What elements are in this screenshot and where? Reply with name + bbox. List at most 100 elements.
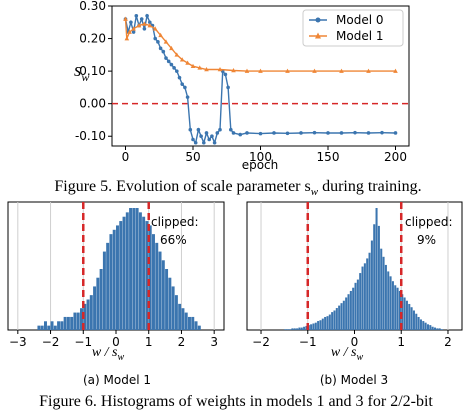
histogram-bar bbox=[122, 216, 126, 330]
histogram-b-ticks: −2 −1 0 1 2 bbox=[252, 330, 452, 349]
histogram-bar bbox=[347, 294, 350, 330]
histogram-bar bbox=[361, 266, 364, 330]
histogram-bar bbox=[80, 308, 83, 330]
histogram-bar bbox=[89, 295, 93, 330]
histogram-bar bbox=[389, 276, 392, 330]
x-tick-label: 0 bbox=[122, 150, 130, 164]
histogram-bar bbox=[440, 329, 444, 330]
histogram-bar bbox=[168, 277, 172, 330]
data-point bbox=[197, 65, 203, 70]
histogram-bar bbox=[326, 316, 329, 330]
y-tick-label: -0.10 bbox=[75, 129, 106, 143]
histogram-bar bbox=[321, 318, 324, 330]
histogram-bar bbox=[57, 321, 61, 330]
data-point bbox=[210, 134, 214, 139]
histogram-bar bbox=[119, 221, 123, 330]
x-tick-label: 2 bbox=[178, 335, 186, 349]
histogram-bar bbox=[419, 319, 422, 330]
histogram-bar bbox=[116, 225, 119, 330]
data-point bbox=[163, 39, 169, 44]
data-point bbox=[169, 62, 174, 67]
histogram-bar bbox=[422, 321, 425, 330]
histogram-bar bbox=[331, 312, 334, 330]
histogram-b-xlabel: w / sw bbox=[331, 345, 364, 363]
histogram-bar bbox=[106, 242, 110, 330]
data-point bbox=[183, 85, 187, 90]
histogram-bar bbox=[142, 216, 146, 330]
data-point bbox=[326, 131, 330, 135]
histogram-bar bbox=[135, 208, 139, 330]
data-point bbox=[223, 72, 228, 77]
histogram-bar bbox=[317, 321, 320, 330]
x-tick-label: 0 bbox=[351, 335, 359, 349]
data-point bbox=[193, 140, 198, 145]
histogram-bar bbox=[191, 316, 195, 330]
panel-a-label: (a) Model 1 bbox=[83, 373, 151, 387]
histogram-bar bbox=[436, 328, 439, 330]
data-point bbox=[169, 45, 174, 51]
y-tick-label: 0.20 bbox=[79, 32, 106, 46]
data-point bbox=[366, 68, 371, 73]
histogram-bar bbox=[426, 324, 429, 330]
data-point bbox=[380, 130, 384, 135]
histogram-bar bbox=[197, 325, 201, 330]
histogram-bar bbox=[129, 208, 133, 330]
data-point bbox=[207, 137, 211, 142]
data-point bbox=[124, 36, 130, 41]
histogram-bar bbox=[138, 212, 142, 330]
histogram-bar bbox=[391, 281, 394, 330]
data-point bbox=[188, 127, 193, 132]
histogram-bar bbox=[158, 251, 162, 330]
data-point bbox=[153, 36, 157, 41]
histogram-bar bbox=[368, 252, 371, 330]
histogram-bar bbox=[433, 327, 436, 330]
data-point bbox=[212, 140, 217, 145]
histogram-bar bbox=[93, 286, 97, 330]
histogram-bar bbox=[377, 225, 380, 330]
x-tick-label: 50 bbox=[185, 150, 200, 164]
histogram-bar bbox=[300, 327, 303, 330]
legend-label-model0: Model 0 bbox=[336, 13, 383, 27]
data-point bbox=[353, 130, 357, 135]
histogram-bar bbox=[319, 320, 322, 330]
histogram-bar bbox=[412, 310, 415, 330]
histogram-bar bbox=[312, 323, 315, 330]
series-layer bbox=[123, 13, 398, 145]
data-point bbox=[204, 66, 209, 72]
histogram-bar bbox=[99, 269, 103, 330]
axis-ticks: 0 50 100 150 200 0.30 0.20 0.10 0.00 -0.10 bbox=[75, 0, 407, 164]
histogram-bar bbox=[70, 316, 74, 330]
data-point bbox=[185, 95, 190, 99]
data-point bbox=[199, 134, 203, 139]
histogram-bar bbox=[86, 299, 90, 330]
data-point bbox=[299, 131, 303, 135]
histogram-bar bbox=[403, 297, 406, 330]
histogram-bar bbox=[60, 321, 64, 330]
x-tick-label: 100 bbox=[249, 150, 272, 164]
data-point bbox=[366, 131, 371, 135]
histogram-bar bbox=[387, 271, 390, 330]
histogram-bar bbox=[63, 316, 67, 330]
data-point bbox=[161, 49, 166, 54]
histogram-bar bbox=[373, 224, 376, 330]
legend: Model 0 Model 1 bbox=[302, 9, 404, 47]
data-point bbox=[339, 68, 344, 73]
data-point bbox=[191, 137, 195, 142]
data-point bbox=[215, 131, 220, 135]
histogram-bar bbox=[366, 258, 369, 330]
histogram-b-annotation-line1: clipped: bbox=[405, 215, 453, 229]
x-tick-label: 0 bbox=[112, 335, 120, 349]
histogram-bar bbox=[394, 285, 397, 330]
histogram-bar bbox=[284, 329, 287, 330]
histogram-b-annotation-line2: 9% bbox=[417, 233, 436, 247]
histogram-bar bbox=[314, 322, 317, 330]
histogram-bar bbox=[415, 313, 418, 330]
histogram-bar bbox=[375, 208, 378, 330]
histogram-bar bbox=[161, 260, 165, 330]
x-tick-label: 200 bbox=[384, 150, 407, 164]
x-axis-label: epoch bbox=[242, 158, 279, 172]
data-point bbox=[131, 26, 136, 31]
x-tick-label: 3 bbox=[210, 335, 218, 349]
data-point bbox=[218, 127, 222, 132]
